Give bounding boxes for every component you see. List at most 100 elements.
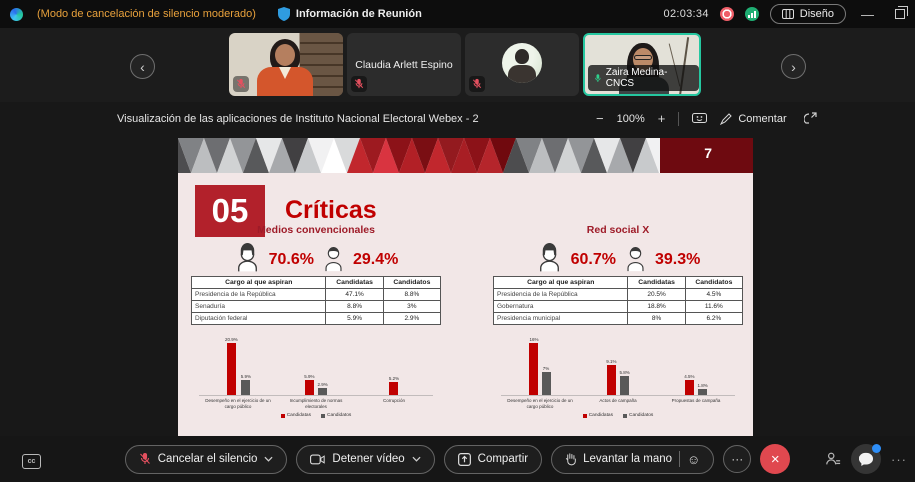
bar-cluster: 16% 7% — [501, 337, 579, 395]
zoom-level[interactable]: 100% — [616, 112, 645, 125]
chat-button[interactable] — [851, 444, 881, 474]
table-row: Diputación federal 5.9% 2.9% — [190, 312, 442, 325]
participant-tile-avatar[interactable] — [465, 33, 579, 96]
bar-value-label: 5.8% — [619, 370, 630, 376]
column-header: Cargo al que aspiran — [190, 276, 327, 289]
bar-candidatos — [541, 372, 551, 395]
bar-cluster: 5.2% — [355, 376, 433, 395]
participant-tile-active-speaker[interactable]: Zaira Medina-CNCS — [583, 33, 701, 96]
shared-content-title: Visualización de las aplicaciones de Ins… — [117, 112, 479, 125]
bar-value-label: 5.9% — [240, 374, 252, 380]
hand-icon — [566, 453, 576, 466]
avatar — [502, 43, 542, 83]
category-label: Corrupción — [382, 398, 405, 403]
bar-value-label: 16% — [529, 337, 539, 342]
participant-name: Claudia Arlett Espino — [355, 58, 453, 71]
participants-icon[interactable] — [825, 451, 841, 467]
meeting-info-button[interactable]: Información de Reunión — [295, 8, 422, 20]
minimize-window-button[interactable]: — — [861, 6, 874, 22]
triangle-mosaic-banner — [178, 138, 753, 173]
webex-logo — [10, 7, 23, 21]
bar-value-label: 2.9% — [317, 381, 328, 387]
table-cell: 18.8% — [627, 300, 686, 313]
male-percentage: 39.3% — [655, 251, 701, 268]
column-header: Cargo al que aspiran — [492, 276, 629, 289]
bar-value-label: 9.1% — [606, 359, 617, 365]
male-icon — [627, 246, 644, 272]
bar-cluster: 4.5% 1.8% — [657, 374, 735, 395]
category-label: Incumplimiento de normas electorales — [289, 398, 343, 409]
restore-window-button[interactable] — [895, 6, 908, 19]
legend-item: Candidatos — [321, 413, 351, 418]
bar-value-label: 5.2% — [388, 376, 400, 382]
table-cell: 5.9% — [325, 312, 384, 325]
leave-meeting-button[interactable]: × — [760, 444, 791, 474]
next-participants-button[interactable]: › — [781, 54, 806, 79]
slide-title: Críticas — [285, 196, 377, 224]
chat-bubble-icon — [858, 452, 873, 466]
bar-candidatos — [620, 376, 630, 395]
female-percentage: 60.7% — [570, 251, 616, 268]
meeting-timer: 02:03:34 — [663, 8, 709, 20]
table-row: Senaduría 8.8% 3% — [190, 300, 442, 313]
table-row: Presidencia de la República 20.5% 4.5% — [492, 288, 744, 301]
active-speaker-name-badge: Zaira Medina-CNCS — [588, 65, 699, 91]
bar-candidatas — [606, 365, 616, 395]
category-label: Actos de campaña — [599, 398, 637, 403]
camera-icon — [310, 454, 326, 464]
table-row: Presidencia de la República 47.1% 8.8% — [190, 288, 442, 301]
bar-value-label: 7% — [542, 366, 550, 372]
bar-cluster: 9.1% 5.8% — [579, 359, 657, 395]
closed-captions-button[interactable]: cc — [22, 454, 41, 469]
male-percentage: 29.4% — [353, 251, 399, 268]
more-options-button[interactable]: ··· — [723, 445, 752, 473]
expand-icon[interactable] — [803, 112, 817, 125]
participant-name: Zaira Medina-CNCS — [605, 67, 668, 89]
female-percentage: 70.6% — [268, 251, 314, 268]
layout-button[interactable]: Diseño — [769, 4, 846, 24]
bar-candidatos — [241, 380, 251, 395]
zoom-out-button[interactable]: − — [596, 111, 604, 126]
recording-icon[interactable] — [719, 7, 734, 21]
table-cell: 6.2% — [684, 312, 744, 325]
panel-heading: Red social X — [586, 224, 650, 236]
aspirations-table: Cargo al que aspiran Candidatas Candidatos… — [190, 276, 442, 325]
table-cell: 8.8% — [325, 300, 384, 313]
reactions-icon[interactable]: ☺ — [687, 451, 701, 467]
bar-candidatas — [304, 380, 314, 395]
glasses — [634, 55, 652, 60]
criticism-bar-chart: 16% 7% 9.1% 5.8% 4.5% 1.8% Desempeño en el eje… — [493, 334, 743, 418]
male-icon — [325, 246, 342, 272]
chevron-down-icon — [264, 456, 273, 462]
raise-hand-button[interactable]: Levantar la mano ☺ — [551, 444, 715, 474]
connection-quality-icon[interactable] — [744, 7, 759, 21]
table-cell: 2.9% — [382, 312, 442, 325]
unmute-button[interactable]: Cancelar el silencio — [124, 444, 288, 474]
muted-mic-icon — [351, 76, 367, 92]
shared-content-toolbar: Visualización de las aplicaciones de Ins… — [0, 102, 915, 135]
display-icon[interactable] — [692, 112, 708, 125]
stop-video-button[interactable]: Detener vídeo — [296, 444, 435, 474]
annotate-button[interactable]: Comentar — [720, 113, 787, 125]
participant-filmstrip: ‹ Claudia Arlett Espino — [0, 28, 915, 102]
zoom-in-button[interactable]: + — [657, 111, 666, 126]
legend-item: Candidatas — [582, 413, 613, 418]
chevron-down-icon — [412, 456, 421, 462]
participant-tile-video[interactable] — [229, 33, 343, 96]
table-cell: Gobernatura — [492, 300, 629, 313]
table-cell: Presidencia de la República — [190, 288, 327, 301]
category-label: Desempeño en el ejercicio de un cargo pú… — [507, 398, 573, 409]
bar-candidatos — [318, 387, 328, 395]
bar-candidatas — [684, 380, 694, 395]
meeting-controls: cc Cancelar el silencio Detener vídeo Co… — [0, 436, 915, 482]
participant-tile-name[interactable]: Claudia Arlett Espino — [347, 33, 461, 96]
meeting-titlebar: (Modo de cancelación de silencio moderad… — [0, 0, 915, 28]
bar-candidatas — [389, 382, 399, 395]
aspirations-table: Cargo al que aspiran Candidatas Candidatos… — [492, 276, 744, 325]
share-button[interactable]: Compartir — [443, 444, 543, 474]
previous-participants-button[interactable]: ‹ — [130, 54, 155, 79]
bar-candidatas — [226, 343, 236, 395]
more-panels-button[interactable]: ··· — [891, 451, 907, 467]
criticism-bar-chart: 20.9% 5.9% 5.9% 2.9% 5.2% Desempeño en el eje… — [191, 334, 441, 418]
presentation-slide: 7 05 Críticas Medios convencionales 70.6… — [178, 138, 753, 437]
